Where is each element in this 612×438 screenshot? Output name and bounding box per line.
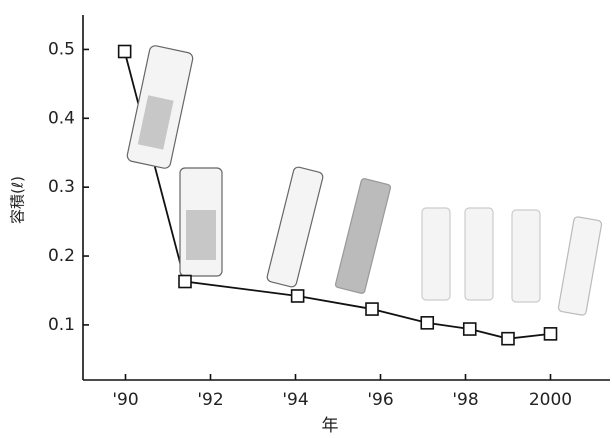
phone-illustrations (126, 45, 602, 316)
x-axis-label: 年 (322, 416, 339, 436)
phone-keys (186, 210, 216, 260)
phone-1996 (335, 178, 391, 294)
point-marker (421, 317, 433, 329)
point-marker (366, 303, 378, 315)
point-marker (545, 328, 557, 340)
phone-1999 (512, 210, 540, 302)
point-marker (292, 290, 304, 302)
point-marker (502, 333, 514, 345)
chart: 0.1 0.2 0.3 0.4 0.5 '90 '92 '94 '96 '98 2000 年 容積(… (0, 0, 612, 438)
phone-2000 (558, 216, 602, 315)
phone-1998 (465, 208, 493, 300)
y-axis-label: 容積(ℓ) (9, 176, 27, 224)
x-tick-label: '98 (452, 390, 478, 410)
y-tick-label: 0.1 (48, 315, 75, 335)
y-tick-label: 0.4 (48, 108, 75, 128)
x-tick-label: '96 (367, 390, 393, 410)
x-tick-label: '94 (282, 390, 308, 410)
y-tick-label: 0.5 (48, 39, 75, 59)
phone-1994 (266, 166, 324, 288)
point-marker (179, 276, 191, 288)
x-tick-label: 2000 (529, 390, 572, 410)
point-marker (464, 323, 476, 335)
point-marker (119, 46, 131, 58)
x-tick-label: '92 (197, 390, 223, 410)
y-tick-label: 0.3 (48, 177, 75, 197)
x-tick-label: '90 (112, 390, 138, 410)
phone-1997 (422, 208, 450, 300)
y-tick-label: 0.2 (48, 246, 75, 266)
